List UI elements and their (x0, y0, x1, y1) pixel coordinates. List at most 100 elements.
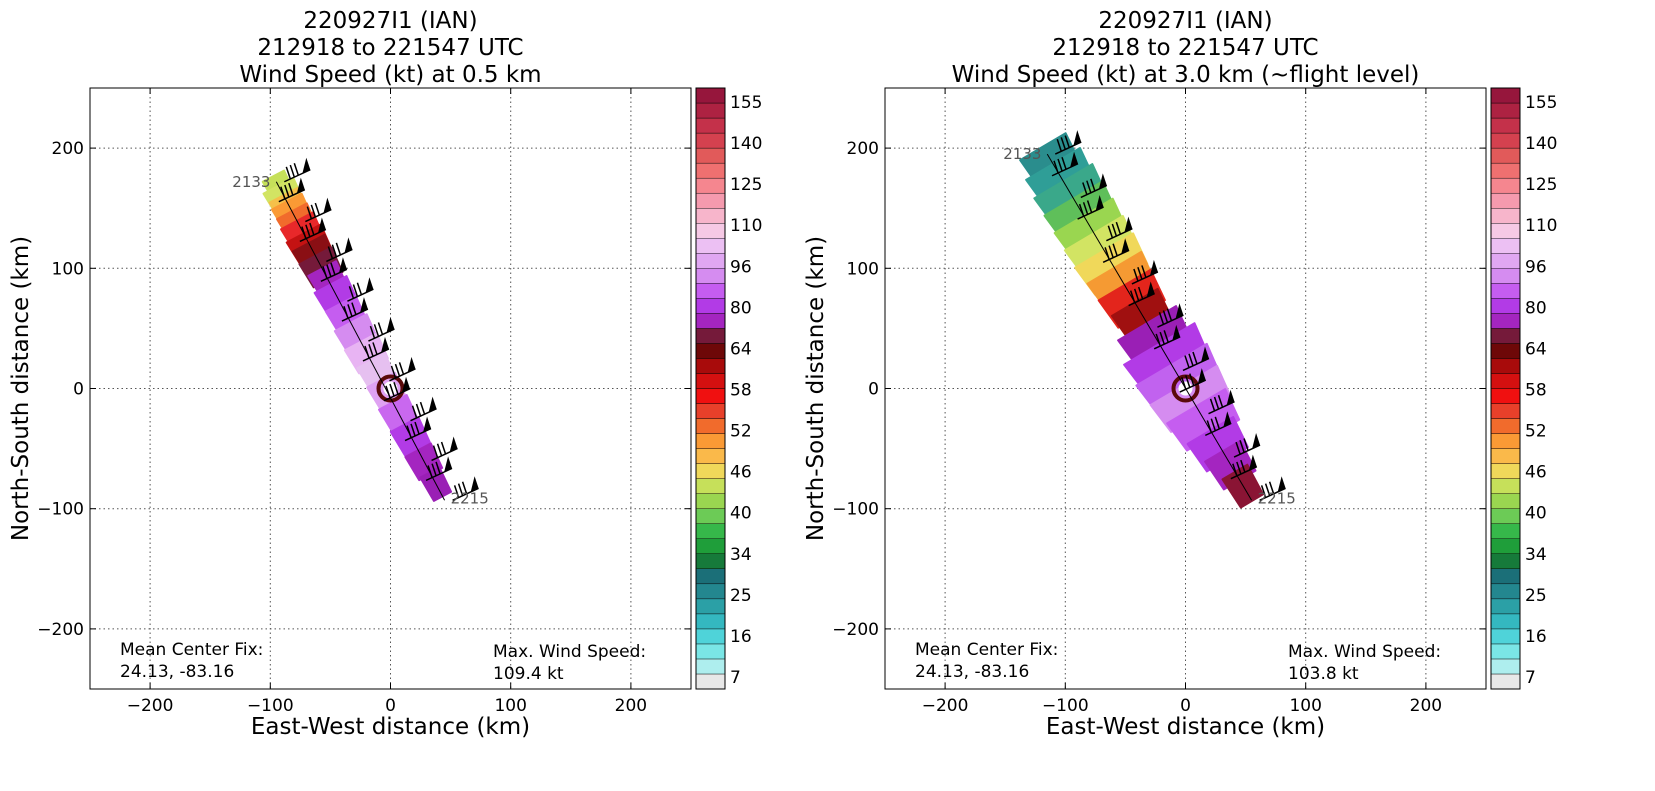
colorbar-cell (1490, 223, 1521, 239)
barb-feather (436, 443, 443, 457)
barb-feather (1235, 441, 1241, 455)
barb-feather (406, 425, 412, 438)
barb-flag (428, 396, 437, 413)
barb-flag (1200, 346, 1209, 363)
max-wind-label: Max. Wind Speed: (493, 642, 646, 662)
colorbar-cell (1490, 628, 1521, 645)
colorbar-cell (1490, 448, 1521, 464)
colorbar-cell (1490, 313, 1521, 329)
barb-flag (317, 217, 326, 234)
barb-feather (410, 423, 416, 437)
barb-feather (1056, 138, 1062, 152)
barb-feather (1232, 463, 1238, 476)
barb-flag (386, 317, 395, 334)
colorbar-cell (1490, 192, 1521, 209)
colorbar-tick-label: 80 (1525, 298, 1547, 318)
colorbar-cell (1490, 132, 1521, 149)
y-tick-label: −100 (37, 500, 84, 520)
barb-flag (1149, 259, 1158, 276)
start-time-label: 2133 (1003, 145, 1041, 163)
barb-feather (284, 184, 290, 198)
wind-barb (431, 436, 458, 462)
barb-feather (414, 421, 420, 435)
barb-flag (338, 257, 347, 274)
y-axis-label: North-South distance (km) (803, 236, 829, 541)
barb-feather (1082, 202, 1089, 215)
colorbar-cell (695, 583, 726, 600)
barb-feather (1053, 160, 1059, 174)
barb-feather (306, 206, 313, 219)
colorbar-cell (695, 493, 726, 509)
colorbar-cell (1490, 598, 1521, 615)
y-tick-label: 0 (73, 380, 84, 400)
colorbar-cell (695, 253, 726, 269)
wind-barb (1080, 173, 1108, 199)
barb-feather (368, 343, 374, 357)
x-axis-label: East-West distance (km) (1046, 714, 1325, 740)
colorbar-tick-label: 34 (730, 545, 752, 565)
barb-feather (1061, 157, 1067, 170)
barb-flag (1226, 389, 1235, 406)
start-time-label: 2133 (232, 173, 270, 191)
colorbar-cell (695, 463, 726, 479)
barb-feather (288, 182, 294, 196)
barb-feather (1206, 420, 1213, 433)
wind-barb (1054, 130, 1082, 155)
barb-feather (1112, 243, 1118, 257)
barb-feather (1158, 312, 1165, 325)
center-fix-value: 24.13, -83.16 (915, 662, 1029, 682)
barb-feather (1064, 135, 1070, 148)
colorbar-tick-label: 155 (730, 93, 762, 113)
colorbar-cell (695, 568, 726, 585)
barb-feather (431, 463, 437, 476)
barb-feather (1057, 158, 1063, 172)
wind-barbs (278, 157, 479, 501)
colorbar-cell (695, 87, 726, 104)
barb-feather (347, 304, 353, 317)
barb-flag (1172, 324, 1181, 341)
barb-feather (1260, 485, 1267, 498)
colorbar-tick-label: 40 (730, 504, 752, 524)
barb-flag (1095, 195, 1104, 212)
end-time-label: 2215 (1258, 489, 1296, 507)
barb-feather (1104, 247, 1110, 260)
barb-feather (385, 385, 391, 399)
colorbar-cell (695, 508, 726, 524)
colorbar-tick-label: 16 (1525, 627, 1547, 647)
barb-flag (1124, 216, 1133, 233)
center-fix-value: 24.13, -83.16 (120, 662, 234, 682)
colorbar-cell (1490, 87, 1521, 104)
colorbar-cell (1490, 493, 1521, 509)
colorbar-tick-label: 46 (730, 463, 752, 483)
x-axis-label: East-West distance (km) (251, 714, 530, 740)
wind-barb (283, 157, 311, 183)
colorbar-tick-label: 155 (1525, 93, 1557, 113)
colorbar-cell (1490, 418, 1521, 434)
wind-barb (1051, 151, 1079, 177)
colorbar-tick-label: 40 (1525, 504, 1547, 524)
barb-feather (1240, 459, 1246, 473)
barb-flag (1277, 476, 1286, 493)
barb-feather (322, 266, 328, 279)
barb-flag (380, 336, 389, 353)
colorbar-tick-label: 80 (730, 298, 752, 318)
y-tick-label: 0 (868, 380, 879, 400)
barb-feather (301, 226, 307, 239)
swath-segment (1186, 416, 1249, 473)
colorbar-cell (1490, 147, 1521, 164)
colorbar-cell (1490, 102, 1521, 119)
title-line-2: 212918 to 221547 UTC (257, 35, 523, 61)
title-line-3: Wind Speed (kt) at 3.0 km (~flight level… (952, 62, 1420, 88)
barb-feather (314, 202, 321, 216)
barb-feather (1268, 481, 1275, 495)
barb-feather (356, 282, 363, 295)
barb-feather (352, 284, 359, 297)
eye-ring (376, 374, 405, 403)
x-tick-label: 100 (1289, 696, 1321, 716)
barb-feather (1192, 351, 1198, 365)
barb-feather (1107, 225, 1114, 238)
barb-flag (407, 356, 416, 373)
colorbar-cell (1490, 523, 1521, 539)
